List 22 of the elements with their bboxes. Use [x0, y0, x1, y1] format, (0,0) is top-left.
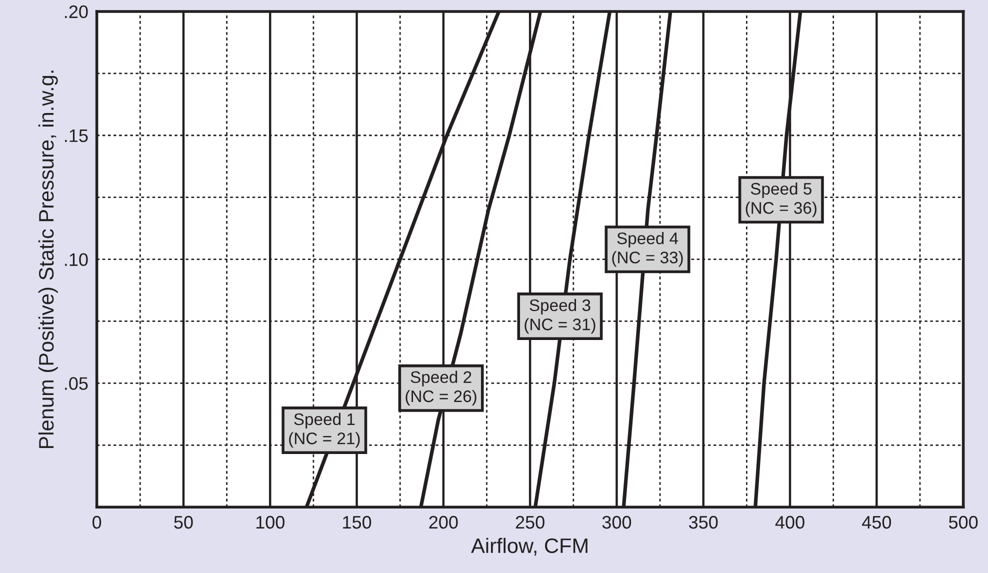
y-tick-label: .05: [65, 377, 88, 390]
y-axis-title: Plenum (Positive) Static Pressure, in.w.g.: [38, 70, 58, 448]
x-tick-label: 350: [688, 516, 718, 529]
x-axis-title: Airflow, CFM: [471, 538, 588, 556]
annotation: Speed 1 (NC = 21): [289, 412, 360, 448]
y-tick-label: .20: [65, 5, 88, 18]
annotation: Speed 5 (NC = 36): [746, 182, 816, 218]
x-tick-label: 400: [775, 516, 804, 529]
x-tick-label: 150: [343, 516, 372, 529]
x-tick-label: 200: [429, 516, 458, 529]
x-tick-label: 250: [516, 516, 544, 529]
x-tick-label: 450: [862, 516, 892, 529]
x-tick-label: 300: [602, 516, 632, 529]
x-tick-label: 500: [948, 516, 978, 529]
x-tick-label: 50: [174, 516, 193, 529]
y-tick-label: .15: [65, 129, 88, 142]
y-tick-label: .10: [65, 253, 88, 266]
x-tick-label: 0: [92, 516, 102, 529]
annotation: Speed 2 (NC = 26): [406, 370, 476, 406]
annotation: Speed 3 (NC = 31): [524, 298, 596, 334]
annotation: Speed 4 (NC = 33): [612, 232, 683, 267]
x-tick-label: 100: [256, 516, 284, 529]
